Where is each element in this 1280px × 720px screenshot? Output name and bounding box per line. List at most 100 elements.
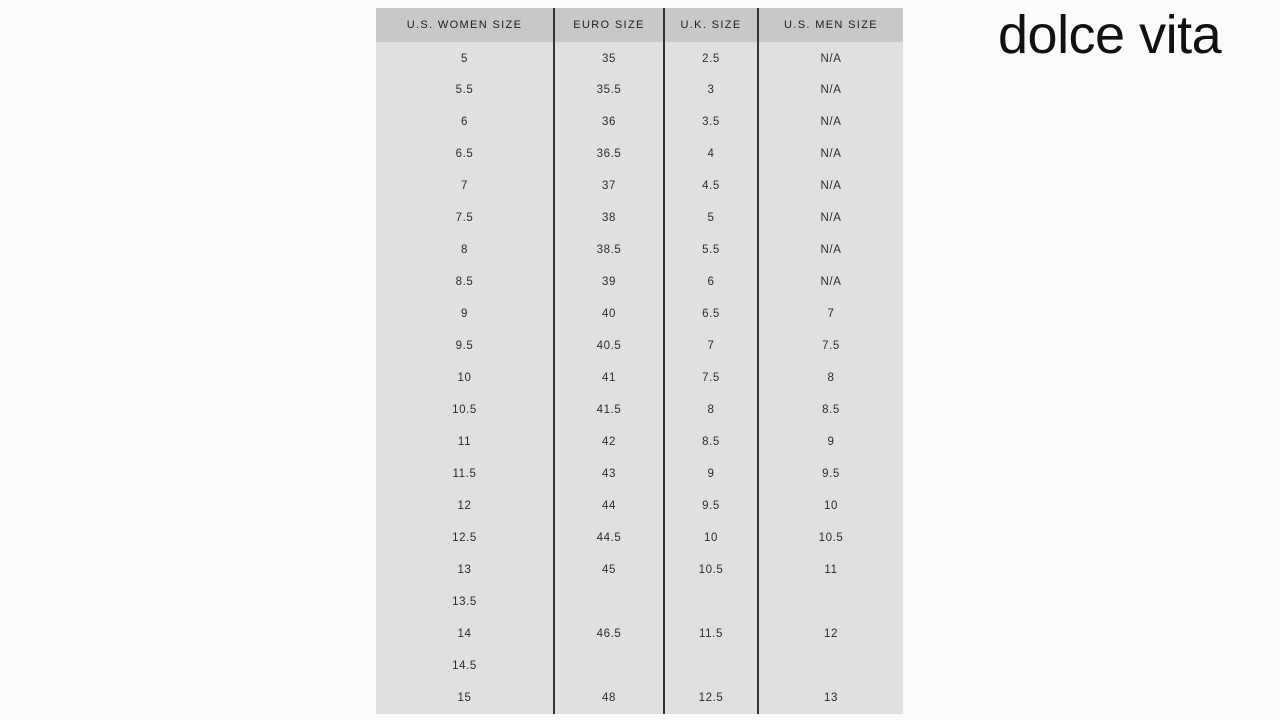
table-cell: 44.5 <box>553 522 664 554</box>
table-cell: 36.5 <box>553 138 664 170</box>
table-cell: 10 <box>376 362 554 394</box>
table-cell: 40.5 <box>553 330 664 362</box>
table-cell: 7.5 <box>757 330 903 362</box>
table-cell: 10 <box>663 522 758 554</box>
table-cell: 10 <box>757 490 903 522</box>
table-cell <box>757 586 903 618</box>
table-row: 5.5 35.5 3 N/A <box>376 74 903 106</box>
table-cell: 3 <box>663 74 758 106</box>
table-cell: 35.5 <box>553 74 664 106</box>
table-cell: 11.5 <box>663 618 758 650</box>
table-cell: 7 <box>663 330 758 362</box>
table-cell: 36 <box>553 106 664 138</box>
table-cell: 9.5 <box>376 330 554 362</box>
size-chart-header: U.S. WOMEN SIZE EURO SIZE U.K. SIZE U.S.… <box>376 8 903 42</box>
table-cell: N/A <box>757 234 903 266</box>
table-cell: 10.5 <box>376 394 554 426</box>
table-cell: N/A <box>757 42 903 74</box>
table-row: 15 48 12.5 13 <box>376 682 903 714</box>
table-cell: 5 <box>376 42 554 74</box>
table-cell: 12.5 <box>663 682 758 714</box>
table-cell: 8 <box>757 362 903 394</box>
table-row: 5 35 2.5 N/A <box>376 42 903 74</box>
table-cell: 6.5 <box>376 138 554 170</box>
table-row: 12.5 44.5 10 10.5 <box>376 522 903 554</box>
table-cell: 13.5 <box>376 586 554 618</box>
brand-logo: dolce vita <box>998 5 1222 65</box>
table-cell: 9.5 <box>663 490 758 522</box>
table-row: 6 36 3.5 N/A <box>376 106 903 138</box>
table-cell: 11.5 <box>376 458 554 490</box>
table-row: 14.5 <box>376 650 903 682</box>
table-cell: 5 <box>663 202 758 234</box>
table-cell: 7.5 <box>663 362 758 394</box>
table-cell: 41.5 <box>553 394 664 426</box>
table-cell: 7.5 <box>376 202 554 234</box>
table-row: 13 45 10.5 11 <box>376 554 903 586</box>
table-header-row: U.S. WOMEN SIZE EURO SIZE U.K. SIZE U.S.… <box>376 8 903 42</box>
table-cell: 8.5 <box>663 426 758 458</box>
table-cell: 10.5 <box>663 554 758 586</box>
table-row: 7.5 38 5 N/A <box>376 202 903 234</box>
table-cell: N/A <box>757 170 903 202</box>
table-cell: 43 <box>553 458 664 490</box>
table-cell: 12 <box>376 490 554 522</box>
column-header-us-men-size: U.S. MEN SIZE <box>757 8 903 42</box>
size-chart-body: 5 35 2.5 N/A 5.5 35.5 3 N/A 6 36 3.5 N/A 6.5 36.5 4 N/A… <box>376 42 903 714</box>
table-cell <box>663 586 758 618</box>
table-cell <box>663 650 758 682</box>
table-cell: 40 <box>553 298 664 330</box>
table-cell: 37 <box>553 170 664 202</box>
column-header-uk-size: U.K. SIZE <box>663 8 758 42</box>
column-header-us-women-size: U.S. WOMEN SIZE <box>376 8 554 42</box>
table-cell: 11 <box>376 426 554 458</box>
table-cell: 5.5 <box>663 234 758 266</box>
table-cell: 8 <box>376 234 554 266</box>
table-cell: N/A <box>757 202 903 234</box>
table-row: 7 37 4.5 N/A <box>376 170 903 202</box>
table-cell <box>553 650 664 682</box>
table-cell: 46.5 <box>553 618 664 650</box>
table-cell: 14.5 <box>376 650 554 682</box>
table-row: 6.5 36.5 4 N/A <box>376 138 903 170</box>
table-row: 11 42 8.5 9 <box>376 426 903 458</box>
table-cell: 38 <box>553 202 664 234</box>
table-cell: 3.5 <box>663 106 758 138</box>
table-cell: 11 <box>757 554 903 586</box>
table-cell: 6 <box>376 106 554 138</box>
table-cell: 9.5 <box>757 458 903 490</box>
table-cell: 41 <box>553 362 664 394</box>
table-cell: 7 <box>757 298 903 330</box>
table-cell: 42 <box>553 426 664 458</box>
table-cell: 9 <box>376 298 554 330</box>
table-cell: 13 <box>376 554 554 586</box>
table-cell: 13 <box>757 682 903 714</box>
table-cell <box>757 650 903 682</box>
table-cell: 5.5 <box>376 74 554 106</box>
table-row: 13.5 <box>376 586 903 618</box>
table-cell: 9 <box>757 426 903 458</box>
table-cell: 8.5 <box>376 266 554 298</box>
table-cell: 6.5 <box>663 298 758 330</box>
table-cell: N/A <box>757 266 903 298</box>
table-cell: 45 <box>553 554 664 586</box>
table-cell: 39 <box>553 266 664 298</box>
table-row: 10 41 7.5 8 <box>376 362 903 394</box>
table-cell: 44 <box>553 490 664 522</box>
table-cell: 4 <box>663 138 758 170</box>
table-cell: 12.5 <box>376 522 554 554</box>
table-cell: 14 <box>376 618 554 650</box>
table-cell: 15 <box>376 682 554 714</box>
table-cell: 2.5 <box>663 42 758 74</box>
table-cell: 8.5 <box>757 394 903 426</box>
table-cell <box>553 586 664 618</box>
table-cell: 48 <box>553 682 664 714</box>
table-row: 8.5 39 6 N/A <box>376 266 903 298</box>
table-cell: N/A <box>757 106 903 138</box>
table-row: 14 46.5 11.5 12 <box>376 618 903 650</box>
table-cell: 6 <box>663 266 758 298</box>
table-cell: 12 <box>757 618 903 650</box>
size-chart-table: U.S. WOMEN SIZE EURO SIZE U.K. SIZE U.S.… <box>376 8 903 714</box>
table-cell: 35 <box>553 42 664 74</box>
